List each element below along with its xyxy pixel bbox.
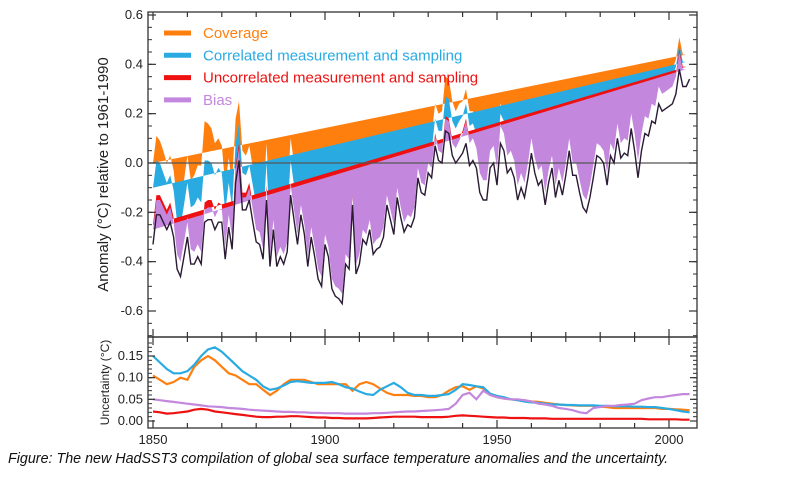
y-tick-label: -0.4 (121, 254, 143, 269)
legend-label-0: Coverage (203, 25, 268, 42)
legend: Coverage Correlated measurement and sampl… (164, 25, 478, 109)
chart: -0.6 -0.4 -0.2 0.0 0.2 0.4 0.6 Anomaly (°C) re… (95, 7, 698, 447)
x-tick-label: 1850 (139, 432, 168, 447)
bottom-panel-ticks: 0.00 0.05 0.10 0.15 1850 1900 1950 2000 (118, 337, 697, 447)
y-tick-label: 0.4 (125, 56, 143, 71)
x-tick-label: 1950 (483, 432, 512, 447)
x-tick-label: 2000 (655, 432, 684, 447)
y-tick-label: 0.15 (118, 348, 143, 363)
y-tick-label: 0.05 (118, 391, 143, 406)
legend-label-2: Uncorrelated measurement and sampling (203, 70, 478, 87)
uncertainty-line-correlated-measurement-and-sampling (152, 346, 690, 414)
bias-band (153, 52, 687, 294)
y-tick-label: 0.0 (125, 155, 143, 170)
uncertainty-line-uncorrelated-measurement-and-sampling (152, 407, 690, 421)
uncertainty-line-bias (152, 389, 690, 415)
legend-label-3: Bias (203, 92, 232, 109)
y-tick-label: 0.10 (118, 370, 143, 385)
legend-label-1: Correlated measurement and sampling (203, 47, 462, 64)
y-tick-label: 0.6 (125, 7, 143, 22)
uncertainty-panel: 0.00 0.05 0.10 0.15 1850 1900 1950 2000 Uncerta… (98, 336, 698, 447)
uncertainty-lines (152, 346, 690, 421)
figure-caption: Figure: The new HadSST3 compilation of g… (8, 451, 669, 467)
anomaly-panel: -0.6 -0.4 -0.2 0.0 0.2 0.4 0.6 Anomaly (°C) re… (95, 7, 698, 338)
uncertainty-bands (153, 37, 687, 294)
anomaly-central-line (152, 69, 691, 306)
y-tick-label: -0.2 (121, 204, 143, 219)
y-axis-label-uncertainty: Uncertainty (°C) (98, 340, 112, 425)
top-panel-ticks: -0.6 -0.4 -0.2 0.0 0.2 0.4 0.6 (121, 7, 697, 337)
y-tick-label: 0.2 (125, 106, 143, 121)
y-axis-label-anomaly: Anomaly (°C) relative to 1961-1990 (95, 57, 112, 291)
y-tick-label: 0.00 (118, 413, 143, 428)
y-tick-label: -0.6 (121, 303, 143, 318)
x-tick-label: 1900 (311, 432, 340, 447)
